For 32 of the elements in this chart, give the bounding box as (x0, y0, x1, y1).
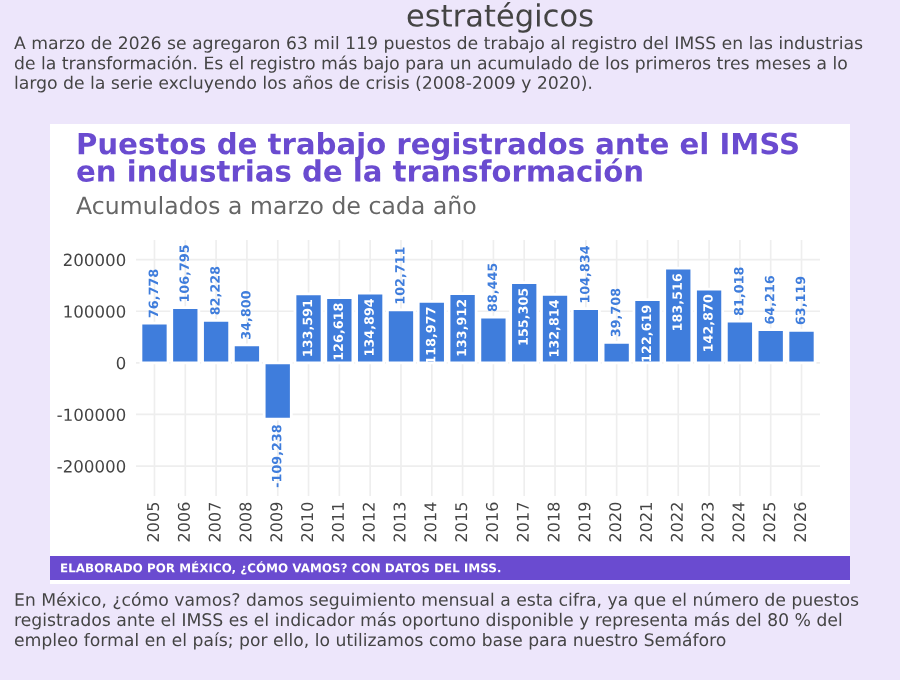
text: estratégicos (407, 2, 593, 33)
x-tick-label: 2021 (639, 503, 653, 542)
y-tick-label: -200000 (57, 460, 126, 473)
y-tick-label: -100000 (57, 408, 126, 422)
x-tick-label: 2016 (485, 502, 499, 542)
x-tick-label: 2010 (301, 502, 314, 542)
x-tick-label: 2006 (177, 502, 190, 542)
x-tick-label: 2008 (239, 502, 252, 542)
x-tick-label: 2020 (609, 502, 622, 542)
text: A marzo de 2026 se agregaron 63 mil 119 puestos de trabajo al registro del IMSS en las industrias de la transformación. Es el registro más bajo para un acumulado de los primeros tres meses a lo largo de la serie excluyendo los años de crisis (2008-2009 y 2020). (14, 36, 863, 93)
x-tick-label: 2015 (455, 502, 468, 542)
chart-title: Puestos de trabajo registrados ante el IMSS en industrias de la transformación (77, 132, 798, 182)
x-tick-label: 2026 (794, 502, 807, 542)
y-tick-label: 200000 (63, 253, 126, 267)
chart-subtitle: Acumulados a marzo de cada año (76, 195, 476, 215)
x-tick-label: 2014 (424, 502, 437, 542)
x-tick-label: 2019 (578, 502, 591, 542)
y-tick-label: 0 (116, 356, 126, 370)
x-tick-label: 2024 (732, 502, 745, 542)
x-tick-label: 2023 (701, 502, 714, 542)
y-tick-label: 100000 (64, 305, 126, 318)
x-tick-label: 2025 (763, 502, 776, 542)
x-tick-label: 2009 (270, 502, 283, 542)
x-tick-label: 2017 (516, 502, 529, 542)
x-tick-label: 2018 (547, 502, 560, 542)
x-tick-label: 2007 (208, 502, 221, 542)
x-tick-label: 2005 (146, 502, 160, 542)
x-tick-label: 2011 (331, 503, 345, 542)
x-tick-label: 2012 (362, 503, 375, 542)
x-tick-label: 2013 (393, 502, 406, 542)
text: En México, ¿cómo vamos? damos seguimiento mensual a esta cifra, ya que el número de puestos registrados ante el IMSS es el indicador más oportuno disponible y representa más del 80 % del empleo formal en el país; por ello, lo utilizamos como base para nuestro Semáforo (14, 592, 859, 650)
x-tick-label: 2022 (670, 503, 683, 542)
